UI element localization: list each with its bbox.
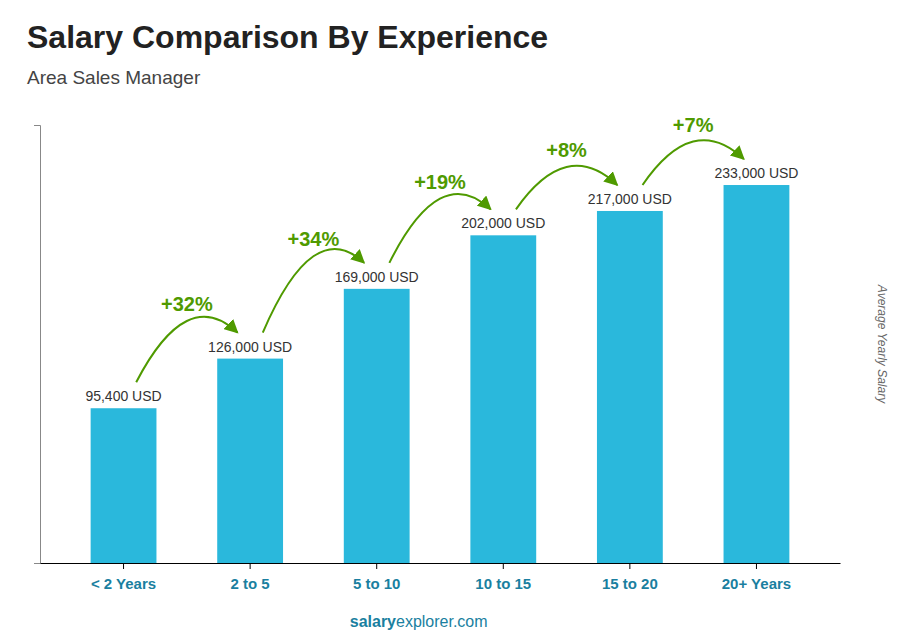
x-tick-label: 20+ Years (722, 575, 791, 592)
x-tick: 20+ Years (722, 563, 791, 592)
change-label: +34% (288, 228, 340, 250)
change-arrow (136, 317, 237, 382)
bar (597, 211, 663, 563)
labels: 95,400 USD 126,000 USD 169,000 USD 202,000 … (85, 114, 798, 405)
change-arrow (643, 140, 744, 185)
bar (217, 359, 283, 563)
change-label: +19% (414, 171, 466, 193)
y-axis-title: Average Yearly Salary (875, 284, 889, 404)
title: Salary Comparison By Experience (27, 19, 548, 55)
x-axis: < 2 Years 2 to 5 5 to 10 10 to 15 15 to 20 20… (41, 563, 841, 592)
x-tick-mark (503, 563, 504, 569)
x-tick-mark (250, 563, 251, 569)
data-label: 95,400 USD (85, 388, 161, 404)
y-axis-line (34, 126, 41, 564)
change-arrow (516, 166, 617, 209)
data-label: 169,000 USD (335, 269, 419, 285)
x-tick-label: 5 to 10 (353, 575, 401, 592)
bar (91, 408, 157, 563)
data-label: 202,000 USD (461, 215, 545, 231)
x-tick-mark (629, 563, 630, 569)
footer: salary (350, 613, 396, 630)
change-arrow (389, 194, 490, 263)
footer: explorer.com (396, 613, 488, 630)
data-label: 126,000 USD (208, 339, 292, 355)
data-label: 217,000 USD (588, 191, 672, 207)
change-label: +7% (673, 114, 714, 136)
chart: Salary Comparison By Experience Area Sale… (0, 0, 900, 641)
x-tick-mark (376, 563, 377, 569)
change-label: +8% (546, 139, 587, 161)
bar (344, 289, 410, 563)
change-label: +32% (161, 293, 213, 315)
x-tick: < 2 Years (91, 563, 156, 592)
bar (724, 185, 790, 563)
x-tick-label: 2 to 5 (231, 575, 270, 592)
bars (91, 185, 790, 563)
x-tick-mark (123, 563, 124, 569)
plot: < 2 Years 2 to 5 5 to 10 10 to 15 15 to 20 20… (34, 114, 841, 592)
data-label: 233,000 USD (714, 165, 798, 181)
x-tick: 5 to 10 (353, 563, 401, 592)
x-tick-mark (756, 563, 757, 569)
bar (470, 235, 536, 563)
x-tick: 2 to 5 (231, 563, 270, 592)
x-tick: 10 to 15 (475, 563, 531, 592)
x-tick-label: 10 to 15 (475, 575, 531, 592)
x-axis-line (41, 563, 841, 564)
subtitle: Area Sales Manager (27, 67, 201, 88)
x-tick-label: < 2 Years (91, 575, 156, 592)
change-arrow (263, 249, 364, 333)
y-axis (34, 126, 41, 564)
x-tick-label: 15 to 20 (602, 575, 658, 592)
x-tick: 15 to 20 (602, 563, 658, 592)
